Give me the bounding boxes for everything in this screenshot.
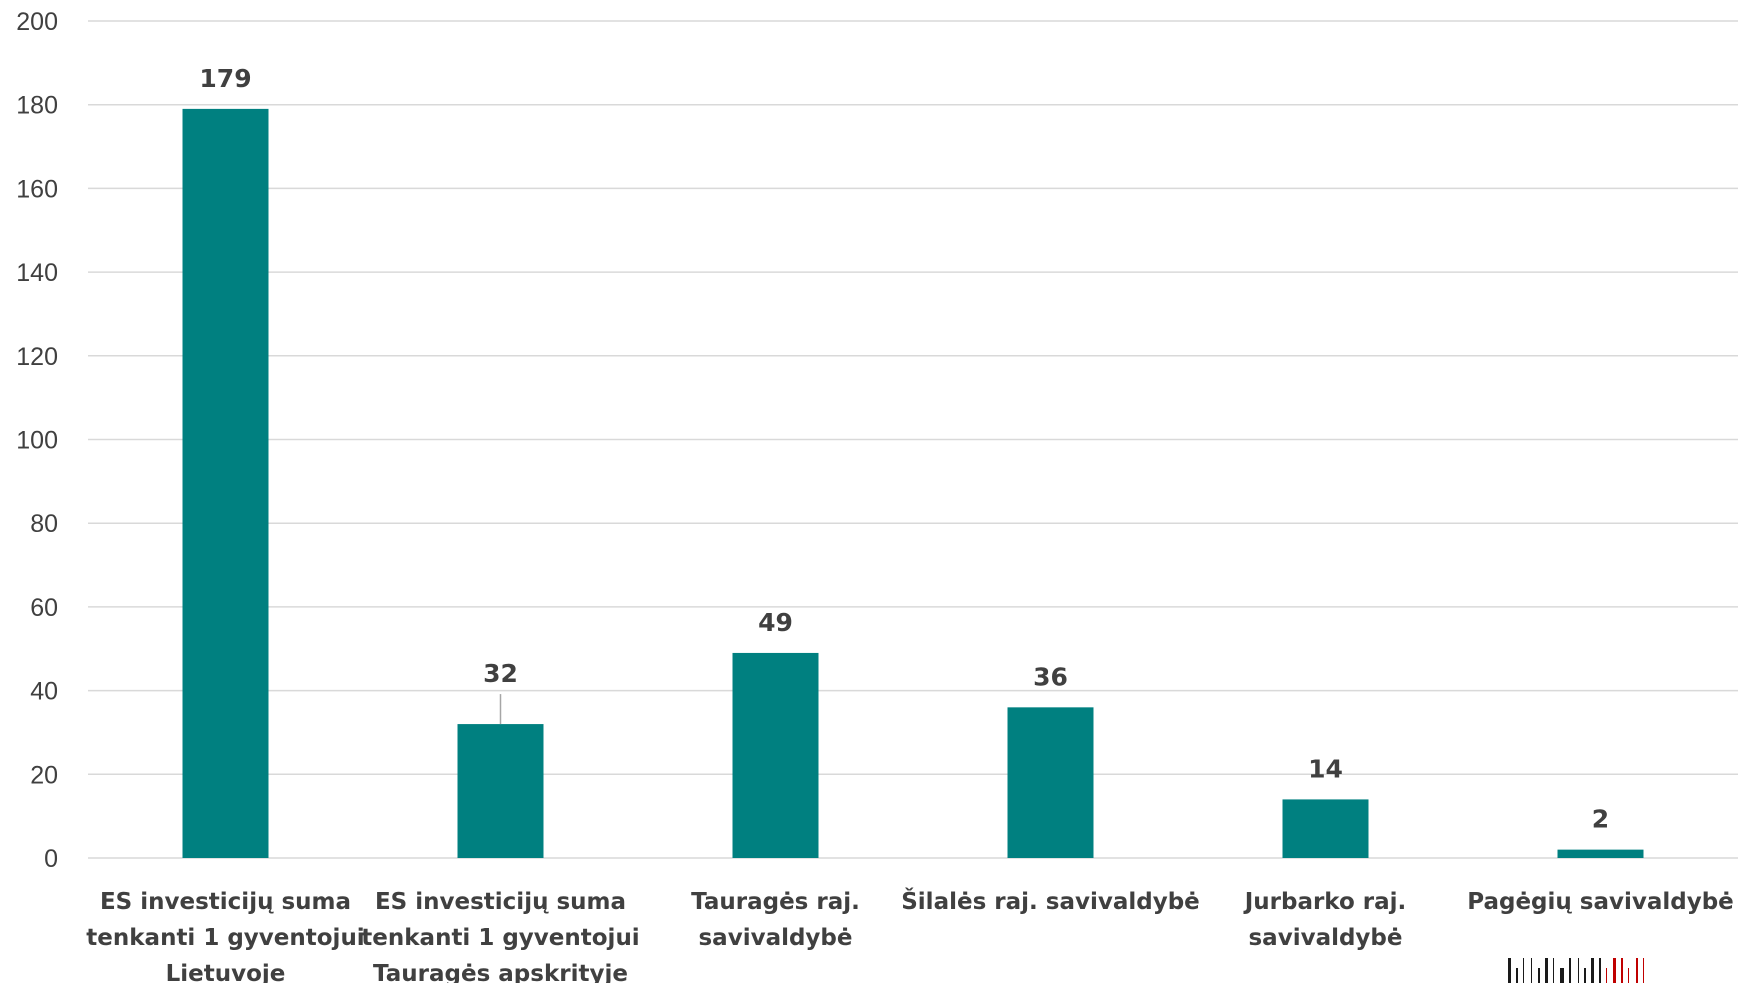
y-tick-label: 180 — [16, 92, 58, 120]
bar — [1007, 707, 1094, 858]
x-tick-label: Jurbarko raj. savivaldybė — [1243, 889, 1407, 951]
watermark-bar — [1569, 958, 1571, 983]
watermark-bar — [1523, 958, 1524, 983]
x-tick-label: ES investicijų suma tenkanti 1 gyventojui… — [361, 889, 639, 983]
watermark-bar — [1636, 958, 1638, 983]
bar — [732, 652, 819, 858]
data-label: 14 — [1308, 754, 1343, 783]
y-tick-label: 100 — [16, 427, 58, 455]
y-tick-label: 40 — [30, 678, 58, 706]
bar — [1557, 849, 1644, 858]
watermark-bar — [1578, 958, 1579, 983]
y-tick-label: 200 — [16, 8, 58, 36]
x-tick-label: Šilalės raj. savivaldybė — [901, 887, 1200, 915]
y-tick-label: 140 — [16, 259, 58, 287]
y-axis: 0 20 40 60 80 100 120 140 160 180 200 — [16, 8, 58, 873]
bar — [1282, 799, 1369, 858]
watermark-bar — [1643, 958, 1644, 983]
watermark-bar — [1538, 968, 1540, 983]
watermark-bar — [1553, 958, 1554, 983]
watermark-bar — [1531, 958, 1532, 983]
watermark-barcode — [1508, 958, 1644, 983]
watermark-bar — [1545, 958, 1548, 983]
bar — [182, 108, 269, 858]
y-tick-label: 160 — [16, 175, 58, 203]
watermark-bar — [1606, 968, 1607, 983]
gridlines — [88, 20, 1738, 859]
watermark-bar — [1591, 958, 1594, 983]
watermark-bar — [1516, 968, 1518, 983]
watermark-bar — [1621, 958, 1623, 983]
data-label: 32 — [483, 659, 518, 688]
y-tick-label: 120 — [16, 343, 58, 371]
data-labels: 179 32 49 36 14 2 — [199, 64, 1609, 834]
y-tick-label: 80 — [30, 510, 58, 538]
data-label: 2 — [1592, 805, 1609, 834]
data-label: 179 — [199, 64, 251, 93]
watermark-bar — [1584, 968, 1586, 983]
watermark-bar — [1628, 968, 1629, 983]
watermark-bar — [1613, 958, 1616, 983]
bar — [457, 724, 544, 858]
watermark-bar — [1560, 968, 1564, 983]
y-tick-label: 0 — [44, 845, 58, 873]
data-label: 36 — [1033, 662, 1068, 691]
watermark-bar — [1599, 958, 1601, 983]
watermark-bar — [1508, 958, 1511, 983]
bars — [182, 108, 1644, 858]
x-tick-label: ES investicijų suma tenkanti 1 gyventojui… — [86, 889, 364, 983]
x-axis: ES investicijų suma tenkanti 1 gyventojui… — [86, 887, 1733, 983]
y-tick-label: 60 — [30, 594, 58, 622]
x-tick-label: Pagėgių savivaldybė — [1467, 889, 1734, 915]
x-tick-label: Tauragės raj. savivaldybė — [691, 889, 860, 951]
data-label: 49 — [758, 608, 793, 637]
y-tick-label: 20 — [30, 761, 58, 789]
